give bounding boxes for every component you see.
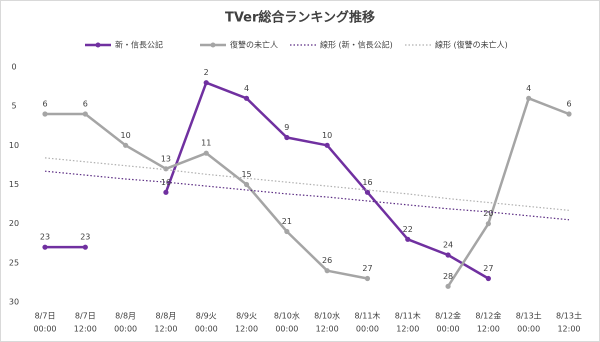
- y-tick-label: 10: [9, 141, 19, 150]
- x-tick-label: 00:00: [195, 325, 218, 334]
- x-tick-label: 12:00: [557, 325, 580, 334]
- legend-marker: [210, 42, 216, 48]
- point: [243, 181, 250, 188]
- data-label: 22: [403, 225, 413, 234]
- data-label: 23: [80, 233, 90, 242]
- data-label: 21: [282, 217, 292, 226]
- point: [405, 236, 411, 242]
- point: [566, 111, 572, 117]
- data-label: 6: [566, 100, 571, 109]
- data-label: 20: [483, 209, 493, 218]
- point: [445, 252, 451, 258]
- y-tick-label: 5: [11, 102, 16, 111]
- legend-label: 線形 (復讐の未亡人): [435, 40, 508, 50]
- data-label: 16: [161, 178, 171, 187]
- x-tick-label: 00:00: [33, 325, 56, 334]
- data-label: 24: [443, 241, 453, 250]
- data-label: 6: [42, 100, 47, 109]
- x-tick-label: 8/9火: [196, 312, 217, 321]
- x-tick-label: 8/11木: [395, 311, 421, 321]
- legend-label: 復讐の未亡人: [230, 40, 278, 50]
- point: [485, 221, 491, 227]
- point: [445, 283, 451, 289]
- point: [284, 228, 290, 235]
- data-label: 6: [83, 100, 88, 109]
- x-tick-label: 8/10水: [314, 311, 340, 321]
- point: [82, 111, 88, 117]
- point: [485, 275, 491, 282]
- y-tick-label: 0: [11, 63, 16, 72]
- point: [284, 134, 290, 141]
- point: [243, 95, 250, 101]
- x-tick-label: 00:00: [114, 325, 137, 334]
- x-tick-label: 00:00: [356, 325, 379, 334]
- x-tick-label: 8/10水: [274, 311, 300, 321]
- y-tick-label: 30: [9, 298, 19, 307]
- x-tick-label: 8/13土: [516, 311, 542, 321]
- trend-line: [44, 170, 570, 221]
- data-label: 26: [322, 256, 332, 265]
- chart-title: TVer総合ランキング推移: [225, 10, 375, 26]
- point: [526, 95, 532, 101]
- point: [203, 80, 209, 86]
- data-label: 13: [161, 154, 171, 163]
- x-tick-label: 8/11木: [354, 311, 380, 321]
- x-tick-label: 00:00: [275, 325, 298, 334]
- x-tick-label: 12:00: [154, 325, 177, 334]
- point: [42, 244, 48, 250]
- x-tick-label: 8/7日: [35, 312, 56, 321]
- point: [163, 189, 169, 195]
- data-label: 27: [483, 264, 493, 273]
- x-tick-label: 00:00: [437, 325, 460, 334]
- data-label: 16: [362, 178, 372, 187]
- legend-marker: [95, 42, 101, 48]
- x-tick-label: 8/8月: [155, 312, 176, 321]
- data-label: 11: [201, 139, 211, 148]
- point: [163, 166, 169, 172]
- x-tick-label: 8/8月: [115, 312, 136, 321]
- data-label: 27: [362, 264, 372, 273]
- legend-label: 新・信長公記: [115, 40, 163, 50]
- x-tick-label: 12:00: [477, 325, 500, 334]
- point: [324, 268, 330, 274]
- y-tick-label: 20: [9, 219, 19, 228]
- y-tick-label: 25: [9, 258, 19, 267]
- x-tick-label: 8/13土: [556, 311, 582, 321]
- point: [203, 150, 209, 156]
- x-tick-label: 8/12金: [435, 311, 461, 321]
- data-label: 10: [121, 131, 131, 140]
- data-label: 4: [244, 84, 249, 93]
- x-tick-label: 8/9火: [236, 312, 257, 321]
- data-label: 9: [284, 123, 289, 132]
- point: [324, 142, 330, 148]
- data-label: 15: [241, 170, 251, 179]
- x-tick-label: 8/12金: [475, 311, 501, 321]
- legend-label: 線形 (新・信長公記): [320, 40, 393, 50]
- point: [82, 244, 88, 250]
- data-label: 2: [204, 68, 209, 77]
- trend-line: [44, 157, 570, 211]
- x-tick-label: 12:00: [316, 325, 339, 334]
- point: [123, 142, 129, 148]
- data-label: 23: [40, 233, 50, 242]
- data-label: 28: [443, 272, 453, 281]
- data-label: 4: [526, 84, 531, 93]
- x-tick-label: 12:00: [235, 325, 258, 334]
- data-label: 10: [322, 131, 332, 140]
- point: [364, 189, 371, 195]
- y-tick-label: 15: [9, 180, 19, 189]
- point: [42, 111, 48, 117]
- point: [364, 275, 371, 282]
- x-tick-label: 12:00: [396, 325, 419, 334]
- x-tick-label: 00:00: [517, 325, 540, 334]
- x-tick-label: 8/7日: [75, 312, 96, 321]
- x-tick-label: 12:00: [74, 325, 97, 334]
